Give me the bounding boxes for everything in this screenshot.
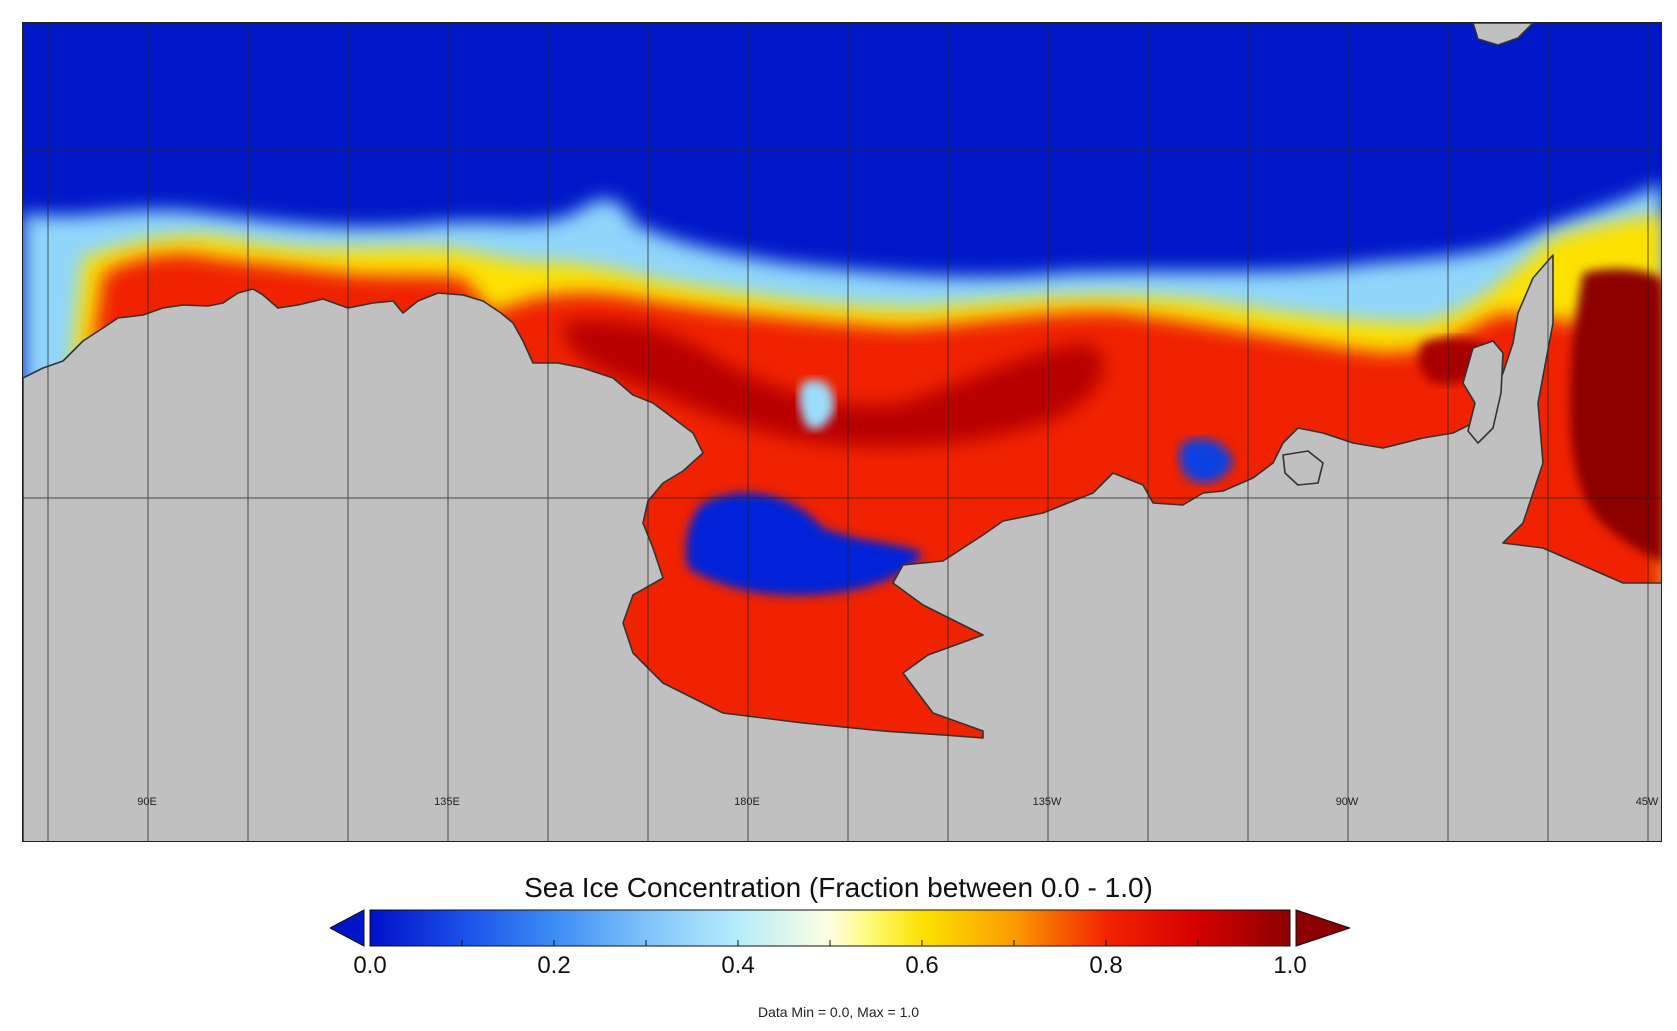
colorbar-tick-label: 0.4 — [721, 952, 755, 979]
land-peninsula — [1462, 340, 1504, 444]
low-ice-patch — [799, 379, 834, 430]
colorbar-ticks — [461, 940, 1199, 946]
open-water-gulf — [686, 492, 923, 596]
sea-ice-map — [22, 22, 1662, 842]
lon-label-45w: 45W — [1635, 796, 1659, 808]
colorbar-title: Sea Ice Concentration (Fraction between … — [524, 872, 1153, 903]
colorbar-tick-label: 0.0 — [353, 952, 387, 979]
land-island-north — [1472, 23, 1534, 46]
open-water-bay — [1179, 438, 1233, 483]
colorbar-tick-label: 0.8 — [1089, 952, 1123, 979]
colorbar — [330, 909, 1350, 947]
data-range-caption: Data Min = 0.0, Max = 1.0 — [757, 1004, 920, 1020]
ice-core-dark — [563, 320, 1104, 447]
colorbar-tick-label: 0.6 — [905, 952, 939, 979]
ice-core-east — [1569, 268, 1661, 562]
lon-label-135e: 135E — [434, 796, 460, 808]
colorbar-under-arrow — [330, 909, 365, 947]
lon-label-90w: 90W — [1335, 796, 1359, 808]
map-canvas — [23, 23, 1661, 841]
land-masses — [23, 23, 1661, 841]
colorbar-over-arrow — [1295, 909, 1350, 947]
lon-label-135w: 135W — [1032, 796, 1062, 808]
lon-label-180e: 180E — [734, 796, 760, 808]
lon-label-90e: 90E — [137, 796, 157, 808]
land-bay-islands — [1282, 450, 1324, 486]
graticule — [23, 23, 1661, 841]
colorbar-tick-label: 1.0 — [1273, 952, 1307, 979]
colorbar-tick-label: 0.2 — [537, 952, 571, 979]
